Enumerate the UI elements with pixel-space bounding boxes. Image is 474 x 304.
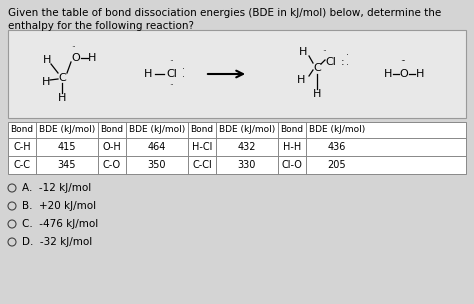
- Text: ··: ··: [170, 57, 174, 67]
- Text: 432: 432: [238, 142, 256, 152]
- Text: H: H: [58, 93, 66, 103]
- Text: H: H: [43, 55, 51, 65]
- Text: 350: 350: [148, 160, 166, 170]
- Text: D.  -32 kJ/mol: D. -32 kJ/mol: [22, 237, 92, 247]
- Text: BDE (kJ/mol): BDE (kJ/mol): [39, 126, 95, 134]
- FancyBboxPatch shape: [8, 30, 466, 118]
- Text: ··: ··: [170, 81, 174, 91]
- Text: Cl: Cl: [166, 69, 177, 79]
- Text: 205: 205: [328, 160, 346, 170]
- Text: Bond: Bond: [281, 126, 303, 134]
- FancyBboxPatch shape: [8, 122, 466, 174]
- Text: O-H: O-H: [103, 142, 121, 152]
- Text: H: H: [144, 69, 152, 79]
- Text: ··: ··: [323, 47, 328, 57]
- Text: ·: ·: [346, 51, 348, 60]
- Text: Cl-O: Cl-O: [282, 160, 302, 170]
- Text: ·: ·: [182, 65, 184, 74]
- Text: Bond: Bond: [191, 126, 214, 134]
- Text: O: O: [400, 69, 409, 79]
- Text: H-H: H-H: [283, 142, 301, 152]
- Text: H: H: [313, 89, 321, 99]
- Text: C: C: [58, 73, 66, 83]
- Text: BDE (kJ/mol): BDE (kJ/mol): [219, 126, 275, 134]
- Text: 436: 436: [328, 142, 346, 152]
- Text: C-H: C-H: [13, 142, 31, 152]
- Text: C-C: C-C: [13, 160, 30, 170]
- Text: B.  +20 kJ/mol: B. +20 kJ/mol: [22, 201, 96, 211]
- Text: Given the table of bond dissociation energies (BDE in kJ/mol) below, determine t: Given the table of bond dissociation ene…: [8, 8, 441, 18]
- Text: C-O: C-O: [103, 160, 121, 170]
- Text: 330: 330: [238, 160, 256, 170]
- Text: 345: 345: [58, 160, 76, 170]
- Text: Bond: Bond: [100, 126, 124, 134]
- Text: C: C: [313, 63, 321, 73]
- Text: C.  -476 kJ/mol: C. -476 kJ/mol: [22, 219, 98, 229]
- Text: H: H: [299, 47, 307, 57]
- Text: enthalpy for the following reaction?: enthalpy for the following reaction?: [8, 21, 194, 31]
- Text: ·: ·: [182, 74, 184, 82]
- Text: ··: ··: [401, 57, 406, 67]
- Text: BDE (kJ/mol): BDE (kJ/mol): [129, 126, 185, 134]
- Text: 464: 464: [148, 142, 166, 152]
- Text: BDE (kJ/mol): BDE (kJ/mol): [309, 126, 365, 134]
- Text: H: H: [297, 75, 305, 85]
- Text: H-Cl: H-Cl: [192, 142, 212, 152]
- Text: 415: 415: [58, 142, 76, 152]
- Text: :: :: [341, 57, 345, 67]
- Text: ·: ·: [346, 61, 348, 71]
- Text: H: H: [88, 53, 96, 63]
- Text: Bond: Bond: [10, 126, 34, 134]
- Text: H: H: [384, 69, 392, 79]
- Text: A.  -12 kJ/mol: A. -12 kJ/mol: [22, 183, 91, 193]
- Text: ··: ··: [401, 57, 405, 67]
- Text: H: H: [42, 77, 50, 87]
- Text: Cl: Cl: [326, 57, 337, 67]
- Text: ··: ··: [72, 43, 76, 53]
- Text: O: O: [72, 53, 81, 63]
- Text: H: H: [416, 69, 424, 79]
- Text: C-Cl: C-Cl: [192, 160, 212, 170]
